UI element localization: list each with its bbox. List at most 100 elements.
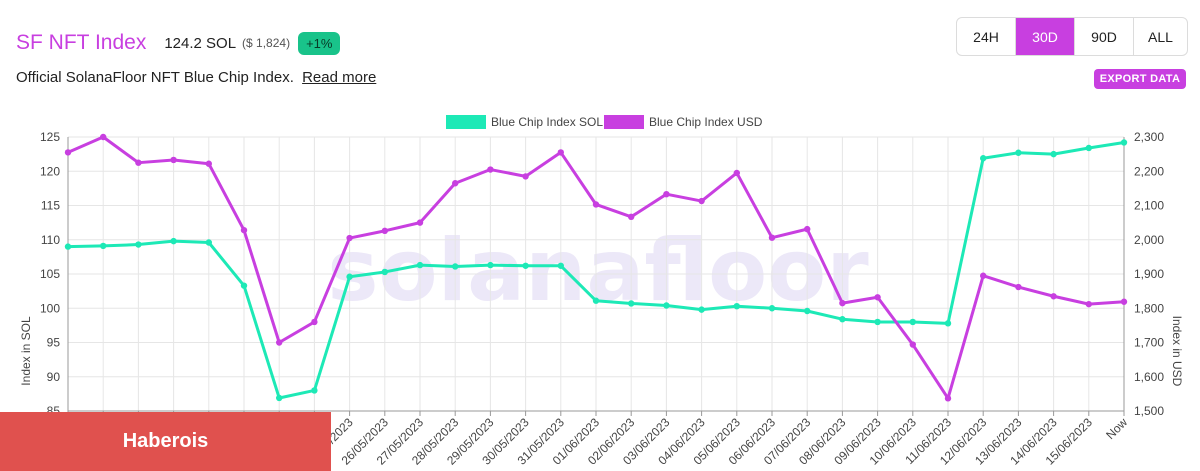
data-point-sol	[557, 262, 564, 269]
y-tick-label-right: 2,000	[1134, 233, 1164, 247]
data-point-sol	[909, 318, 916, 326]
y-tick-label-left: 110	[41, 233, 60, 247]
y-tick-label-right: 1,700	[1134, 336, 1164, 350]
data-point-usd	[768, 234, 776, 241]
data-point-sol	[170, 237, 177, 245]
data-point-usd	[276, 339, 283, 346]
y-tick-label-left: 120	[40, 164, 60, 178]
data-point-sol	[135, 241, 142, 248]
data-point-sol	[205, 239, 212, 246]
data-point-usd	[980, 272, 987, 279]
y-tick-label-right: 2,200	[1134, 164, 1164, 178]
change-badge: +1%	[298, 31, 341, 55]
data-point-usd	[1085, 300, 1093, 308]
data-point-sol	[64, 243, 72, 250]
chart-grid	[67, 136, 1125, 412]
x-tick-label: Now	[1103, 415, 1130, 442]
data-point-usd	[311, 318, 318, 326]
data-point-usd	[240, 226, 248, 234]
data-point-sol	[874, 318, 881, 326]
subtitle-text: Official SolanaFloor NFT Blue Chip Index…	[16, 69, 294, 86]
title-row: SF NFT Index 124.2 SOL ($ 1,824) +1%	[16, 28, 341, 58]
chart-legend: Blue Chip Index SOL Blue Chip Index USD	[446, 115, 763, 129]
export-data-button[interactable]: EXPORT DATA	[1094, 69, 1186, 89]
data-point-usd	[522, 173, 529, 180]
data-point-usd	[804, 225, 811, 233]
data-point-usd	[1015, 283, 1022, 291]
data-point-usd	[628, 213, 635, 221]
data-point-sol	[980, 155, 987, 162]
data-point-sol	[1085, 144, 1093, 152]
legend-swatch-sol	[446, 115, 486, 129]
data-point-sol	[698, 306, 705, 313]
data-point-usd	[452, 180, 459, 187]
chart-series	[64, 133, 1128, 402]
y-tick-label-right: 2,100	[1134, 199, 1164, 213]
legend-label-usd: Blue Chip Index USD	[649, 115, 763, 129]
y-tick-label-right: 1,500	[1134, 404, 1164, 418]
legend-swatch-usd	[604, 115, 644, 129]
range-30d-button[interactable]: 30D	[1016, 18, 1075, 55]
watermark: solanafloor	[327, 221, 869, 321]
data-point-usd	[733, 169, 740, 177]
range-90d-button[interactable]: 90D	[1075, 18, 1134, 55]
data-point-usd	[381, 227, 388, 235]
data-point-sol	[628, 300, 635, 307]
y-tick-label-left: 115	[41, 199, 60, 213]
data-point-sol	[452, 263, 459, 270]
range-selector: 24H 30D 90D ALL	[956, 17, 1188, 56]
data-point-sol	[346, 273, 353, 280]
data-point-usd	[698, 197, 705, 205]
range-all-button[interactable]: ALL	[1148, 28, 1173, 45]
data-point-usd	[909, 341, 916, 348]
page-title: SF NFT Index	[16, 31, 147, 54]
y-tick-label-right: 1,900	[1134, 267, 1164, 281]
data-point-usd	[170, 156, 177, 164]
data-point-sol	[276, 394, 283, 402]
data-point-sol	[592, 297, 600, 304]
banner: Haberois	[0, 412, 331, 471]
data-point-sol	[381, 268, 388, 276]
data-point-sol	[733, 302, 740, 310]
y-tick-label-left: 100	[40, 301, 60, 315]
range-24h-button[interactable]: 24H	[957, 18, 1016, 55]
y-tick-label-left: 125	[40, 130, 60, 144]
y-tick-label-left: 90	[47, 370, 61, 384]
data-point-sol	[1015, 149, 1022, 156]
data-point-usd	[1050, 293, 1057, 300]
legend-label-sol: Blue Chip Index SOL	[491, 115, 603, 129]
data-point-usd	[487, 166, 494, 173]
data-point-sol	[416, 261, 424, 269]
read-more-link[interactable]: Read more	[302, 69, 377, 86]
data-point-sol	[1120, 139, 1128, 146]
y-axis-title-left: Index in SOL	[19, 316, 33, 386]
data-point-usd	[839, 299, 846, 307]
index-price-usd: ($ 1,824)	[242, 36, 291, 50]
data-point-usd	[874, 294, 881, 301]
data-point-sol	[804, 307, 811, 315]
data-point-sol	[1050, 150, 1057, 158]
index-line-chart: solanafloor Blue Chip Index SOL Blue Chip…	[19, 115, 1184, 468]
y-tick-label-left: 95	[47, 336, 61, 350]
data-point-sol	[944, 320, 952, 327]
data-point-sol	[768, 305, 776, 312]
data-point-usd	[416, 219, 424, 226]
y-tick-label-left: 105	[40, 267, 60, 281]
y-tick-label-right: 2,300	[1134, 130, 1164, 144]
data-point-usd	[557, 149, 564, 156]
y-axis-title-right: Index in USD	[1170, 316, 1184, 387]
y-tick-label-right: 1,600	[1134, 370, 1164, 384]
data-point-usd	[205, 160, 212, 167]
data-point-sol	[240, 282, 248, 289]
data-point-usd	[1120, 298, 1128, 305]
subtitle: Official SolanaFloor NFT Blue Chip Index…	[16, 69, 376, 86]
y-tick-label-right: 1,800	[1134, 301, 1164, 315]
data-point-sol	[522, 262, 529, 269]
data-point-sol	[839, 316, 846, 323]
data-point-usd	[592, 201, 600, 208]
index-price: 124.2 SOL	[164, 34, 237, 52]
data-point-sol	[487, 261, 494, 269]
data-point-usd	[135, 159, 142, 166]
data-point-sol	[100, 242, 107, 250]
